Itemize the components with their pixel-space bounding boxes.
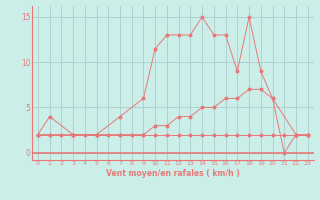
- X-axis label: Vent moyen/en rafales ( km/h ): Vent moyen/en rafales ( km/h ): [106, 169, 240, 178]
